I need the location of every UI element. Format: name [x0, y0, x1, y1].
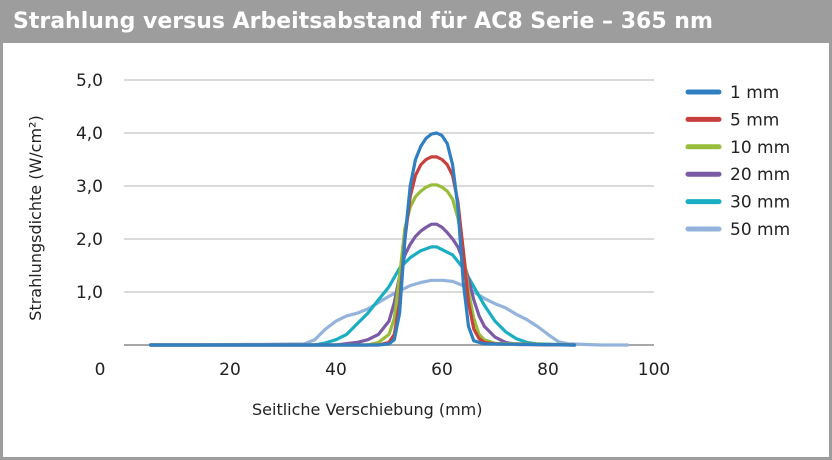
legend-label: 5 mm: [730, 110, 779, 130]
legend-label: 50 mm: [730, 220, 790, 240]
series-line-50mm: [148, 278, 630, 347]
grid-lines: [124, 79, 654, 346]
series-line-10mm: [148, 183, 577, 347]
x-tick-label: 0: [95, 360, 106, 380]
y-axis-label: Strahlungsdichte (W/cm²): [26, 115, 45, 320]
legend: 1 mm 5 mm 10 mm 20 mm 30 mm 50 mm: [685, 83, 790, 240]
x-tick-label: 40: [325, 360, 347, 380]
series-line-1mm: [148, 131, 577, 347]
x-tick-label: 20: [219, 360, 241, 380]
x-axis-label: Seitliche Verschiebung (mm): [252, 400, 483, 419]
series-lines: [148, 131, 630, 347]
x-tick-label: 60: [431, 360, 453, 380]
series-line-20mm: [148, 222, 577, 347]
y-tick-label: 5,0: [76, 71, 103, 91]
legend-label: 30 mm: [730, 193, 790, 213]
y-tick-label: 3,0: [76, 177, 103, 197]
title-bar: Strahlung versus Arbeitsabstand für AC8 …: [3, 3, 829, 43]
legend-label: 10 mm: [730, 138, 790, 158]
series-line-5mm: [148, 155, 577, 347]
y-tick-label: 4,0: [76, 124, 103, 144]
chart-title: Strahlung versus Arbeitsabstand für AC8 …: [13, 9, 713, 34]
x-tick-label: 80: [537, 360, 559, 380]
legend-label: 1 mm: [730, 83, 779, 103]
y-tick-label: 1,0: [76, 283, 103, 303]
y-tick-label: 2,0: [76, 230, 103, 250]
series-line-30mm: [148, 245, 577, 347]
axis-ticks: 1,0 2,0 3,0 4,0 5,0 0 20 40 60 80 100: [76, 71, 670, 380]
x-tick-label: 100: [638, 360, 670, 380]
legend-label: 20 mm: [730, 165, 790, 185]
